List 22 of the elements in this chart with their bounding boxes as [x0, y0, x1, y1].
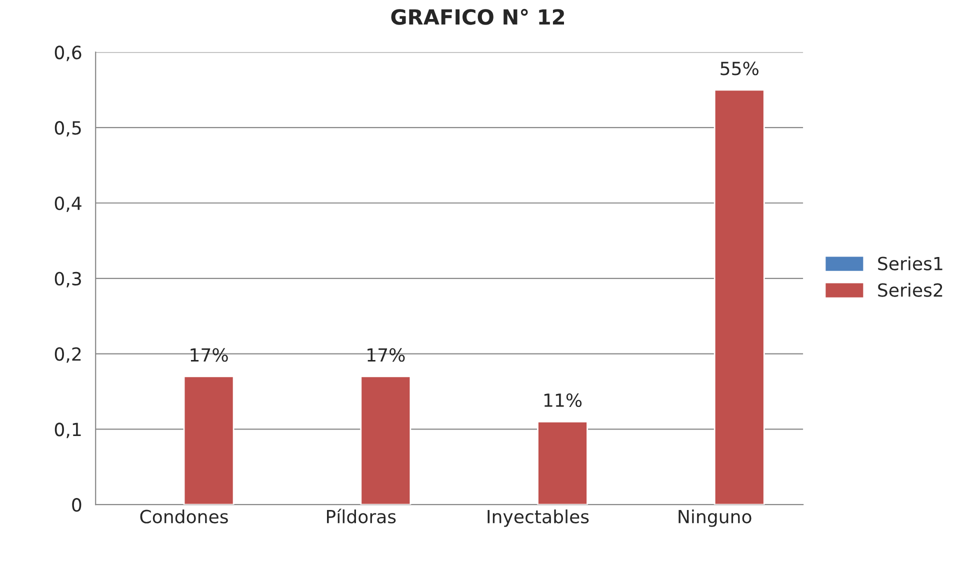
data-label: 11%	[544, 393, 582, 408]
data-label: 17%	[190, 348, 228, 362]
x-tick-label: Ninguno	[678, 509, 752, 527]
data-label: 17%	[368, 348, 405, 362]
y-tick-label: 0,6	[54, 46, 82, 62]
y-tick-label: 0,4	[54, 196, 82, 212]
x-tick-label: Píldoras	[327, 508, 396, 524]
y-tick-label: 0	[72, 498, 82, 512]
legend-label: Series1	[878, 256, 942, 270]
y-tick-label: 0,5	[54, 121, 81, 137]
bar	[360, 376, 412, 505]
x-tick-label: Condones	[140, 509, 228, 524]
data-label: 55%	[720, 62, 758, 76]
bar	[537, 420, 588, 505]
y-tick-label: 0,1	[54, 422, 81, 438]
bar	[714, 89, 765, 505]
x-tick-label: Inyectables	[488, 509, 589, 527]
y-tick-label: 0,2	[54, 347, 81, 363]
chart-title: GRAFICO N° 12	[391, 8, 564, 25]
bar	[183, 376, 234, 505]
y-tick-label: 0,3	[54, 272, 81, 288]
legend-label: Series2	[878, 282, 942, 297]
